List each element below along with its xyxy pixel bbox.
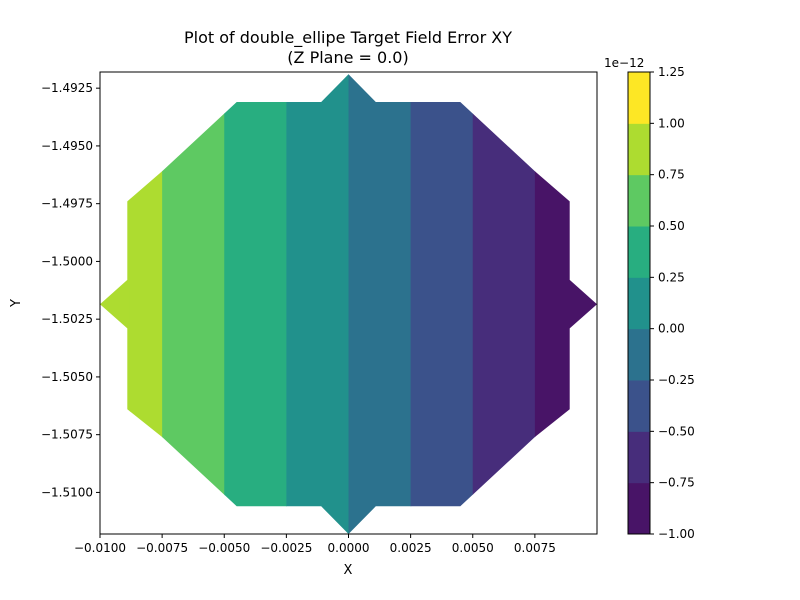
colorbar-tick-label: 1.25 xyxy=(658,65,685,79)
chart-title: Plot of double_ellipe Target Field Error… xyxy=(184,28,512,48)
x-tick-label: −0.0075 xyxy=(136,541,188,555)
colorbar-swatch xyxy=(628,123,650,176)
colorbar-swatch xyxy=(628,431,650,484)
y-tick-label: −1.5000 xyxy=(41,254,93,268)
y-tick-label: −1.5050 xyxy=(41,370,93,384)
x-tick-label: 0.0075 xyxy=(514,541,556,555)
y-tick-label: −1.5025 xyxy=(41,312,93,326)
contour-band xyxy=(348,74,412,534)
colorbar-tick-label: 0.00 xyxy=(658,322,685,336)
colorbar-ticks: −1.00 −0.75 −0.50 −0.25 0.00 0.25 0.50 0.75 1.00… xyxy=(650,65,695,541)
colorbar-multiplier: 1e−12 xyxy=(604,56,644,70)
colorbar-swatch xyxy=(628,174,650,227)
colorbar-swatch xyxy=(628,482,650,535)
colorbar: −1.00 −0.75 −0.50 −0.25 0.00 0.25 0.50 0.75 1.00… xyxy=(604,56,695,541)
colorbar-tick-label: 0.25 xyxy=(658,270,685,284)
contour-band xyxy=(410,74,474,534)
colorbar-tick-label: 1.00 xyxy=(658,116,685,130)
colorbar-tick-label: −0.75 xyxy=(658,476,695,490)
y-tick-label: −1.4975 xyxy=(41,197,93,211)
y-tick-label: −1.4950 xyxy=(41,139,93,153)
x-tick-label: −0.0025 xyxy=(260,541,312,555)
x-tick-label: −0.0050 xyxy=(198,541,250,555)
y-tick-label: −1.4925 xyxy=(41,81,93,95)
x-tick-label: −0.0100 xyxy=(74,541,126,555)
x-tick-label: 0.0025 xyxy=(390,541,432,555)
colorbar-swatch xyxy=(628,277,650,330)
y-tick-label: −1.5100 xyxy=(41,485,93,499)
colorbar-swatch xyxy=(628,380,650,432)
colorbar-swatch xyxy=(628,72,650,124)
x-axis-label: X xyxy=(344,563,353,578)
chart-subtitle: (Z Plane = 0.0) xyxy=(287,48,408,67)
y-tick-label: −1.5075 xyxy=(41,428,93,442)
colorbar-tick-label: 0.50 xyxy=(658,219,685,233)
colorbar-swatch xyxy=(628,328,650,381)
colorbar-tick-label: −1.00 xyxy=(658,527,695,541)
x-axis-ticks: −0.0100 −0.0075 −0.0050 −0.0025 0.0000 0.0025… xyxy=(74,534,556,555)
colorbar-frame xyxy=(627,71,651,535)
plot-area xyxy=(99,71,598,535)
x-tick-label: 0.0000 xyxy=(328,541,370,555)
contour-band xyxy=(286,74,350,534)
colorbar-tick-label: −0.50 xyxy=(658,424,695,438)
colorbar-bands xyxy=(628,72,650,535)
contour-band xyxy=(224,74,287,534)
colorbar-swatch xyxy=(628,226,650,278)
y-axis-label: Y xyxy=(9,299,24,308)
colorbar-tick-label: 0.75 xyxy=(658,168,685,182)
x-tick-label: 0.0050 xyxy=(452,541,494,555)
colorbar-tick-label: −0.25 xyxy=(658,373,695,387)
y-axis-ticks: −1.4925 −1.4950 −1.4975 −1.5000 −1.5025 −1.50… xyxy=(41,81,100,499)
